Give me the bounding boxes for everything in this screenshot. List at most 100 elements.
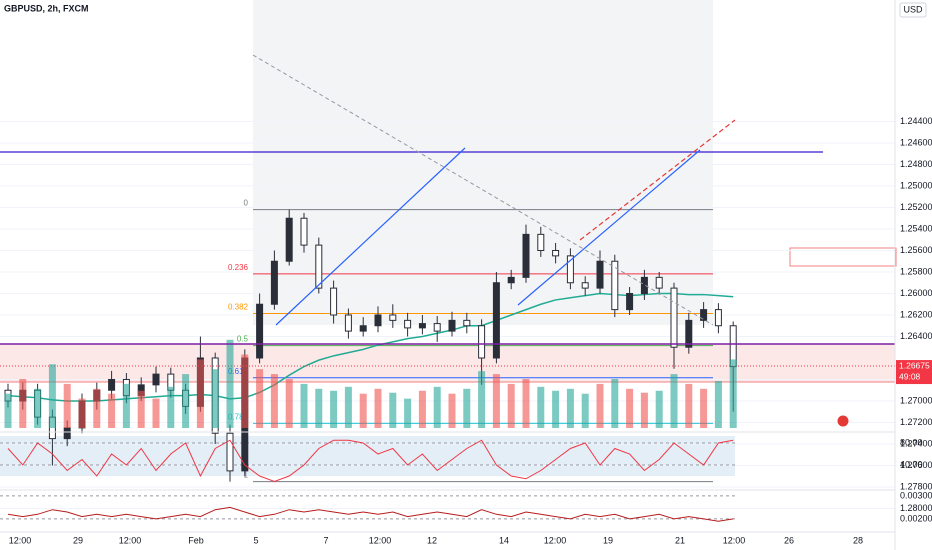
y-tick-label: 1.25400 xyxy=(900,223,932,233)
volume-bar xyxy=(256,369,264,428)
volume-bar xyxy=(359,393,367,428)
volume-bar xyxy=(241,354,249,428)
candle-body xyxy=(714,309,722,327)
volume-bar xyxy=(596,383,604,428)
candle-body xyxy=(566,255,574,284)
trendline xyxy=(517,149,701,306)
y-tick-label: 40.00 xyxy=(900,459,923,469)
volume-bar xyxy=(330,390,338,428)
candle-body xyxy=(433,323,441,332)
candle-body xyxy=(685,319,693,348)
volume-bar xyxy=(552,390,560,428)
x-tick-label: 12:00 xyxy=(9,535,32,545)
red-box xyxy=(789,247,897,267)
currency-label[interactable]: USD xyxy=(903,4,923,14)
volume-bar xyxy=(700,388,708,428)
volume-bar xyxy=(640,392,648,428)
trendline xyxy=(275,147,466,326)
candle-body xyxy=(389,314,397,321)
y-tick-label: 80.00 xyxy=(900,437,923,447)
volume-bar xyxy=(196,359,204,428)
candle-body xyxy=(463,319,471,327)
candle-body xyxy=(300,217,308,246)
y-tick-label: 1.27600 xyxy=(900,460,932,470)
candle-body xyxy=(315,244,323,289)
y-tick-label: 1.26400 xyxy=(900,331,932,341)
candle-body xyxy=(478,325,486,359)
candle-body xyxy=(285,217,293,262)
volume-bar xyxy=(285,379,293,428)
y-tick-label: 1.26200 xyxy=(900,309,932,319)
y-tick-label: 1.28000 xyxy=(900,503,932,513)
y-tick-label: 1.25600 xyxy=(900,245,932,255)
candle-body xyxy=(330,287,338,316)
indicator-line xyxy=(7,506,734,522)
volume-bar xyxy=(537,386,545,428)
y-tick-label: 1.27000 xyxy=(900,395,932,405)
candle-body xyxy=(537,233,545,251)
volume-bar xyxy=(729,359,737,428)
grid: 1.28000 1.27800 1.27600 1.27400 1.27200 1.270… xyxy=(0,116,932,545)
volume-bar xyxy=(93,388,101,428)
y-tick-label: 1.24600 xyxy=(900,137,932,147)
x-tick-label: 7 xyxy=(323,535,328,545)
volume-bar xyxy=(492,374,500,428)
x-tick-label: 12 xyxy=(427,535,437,545)
fib-zone xyxy=(253,0,713,325)
volume-bar xyxy=(448,393,456,428)
volume-bar xyxy=(226,339,234,428)
volume-bar xyxy=(211,369,219,428)
volume-bar xyxy=(4,393,12,428)
candle-body xyxy=(522,233,530,278)
candle-body xyxy=(418,323,426,329)
fib-label: 0.382 xyxy=(228,303,249,312)
candle-body xyxy=(63,427,71,440)
y-tick-label: 1.27200 xyxy=(900,417,932,427)
volume-bar xyxy=(48,364,56,428)
volume-bar xyxy=(463,388,471,428)
candle-body xyxy=(448,319,456,332)
candle-body xyxy=(655,276,663,289)
fib-label: 0.786 xyxy=(228,413,249,422)
flag-icon[interactable] xyxy=(836,414,850,428)
x-tick-label: Feb xyxy=(188,535,204,545)
volume-bar xyxy=(685,383,693,428)
x-tick-label: 29 xyxy=(73,535,83,545)
candle-body xyxy=(700,309,708,321)
y-tick-label: 1.25200 xyxy=(900,202,932,212)
volume-bar xyxy=(374,388,382,428)
volume-bar xyxy=(344,386,352,428)
volume-bar xyxy=(300,383,308,428)
candle-body xyxy=(492,282,500,359)
indicator-line xyxy=(7,439,734,483)
countdown: 49:08 xyxy=(899,371,921,381)
x-tick-label: 21 xyxy=(675,535,685,545)
symbol-title: GBPUSD, 2h, FXCM xyxy=(4,3,89,13)
volume-bar xyxy=(581,393,589,428)
volume-bar xyxy=(433,386,441,428)
fib-label: 0.5 xyxy=(237,335,249,344)
candle-body xyxy=(404,319,412,329)
candle-body xyxy=(552,249,560,257)
candle-body xyxy=(344,314,352,332)
last-price-tag xyxy=(896,360,932,385)
volume-bar xyxy=(404,398,412,428)
y-tick-label: 1.27400 xyxy=(900,438,932,448)
volume-bar xyxy=(522,379,530,428)
candle-body xyxy=(270,260,278,305)
volume-bar xyxy=(122,383,130,428)
candle-body xyxy=(670,287,678,348)
x-tick-label: 28 xyxy=(853,535,863,545)
volume-bar xyxy=(19,379,27,428)
x-tick-label: 12:00 xyxy=(119,535,142,545)
x-tick-label: 26 xyxy=(784,535,794,545)
candle-body xyxy=(359,325,367,332)
fib-label: 0.618 xyxy=(228,367,249,376)
volume-bar xyxy=(315,388,323,428)
candle-body xyxy=(611,260,619,311)
currency-button[interactable] xyxy=(899,2,927,18)
volume-bar xyxy=(611,379,619,428)
y-tick-label: 1.24400 xyxy=(900,116,932,126)
volume-bar xyxy=(182,374,190,428)
